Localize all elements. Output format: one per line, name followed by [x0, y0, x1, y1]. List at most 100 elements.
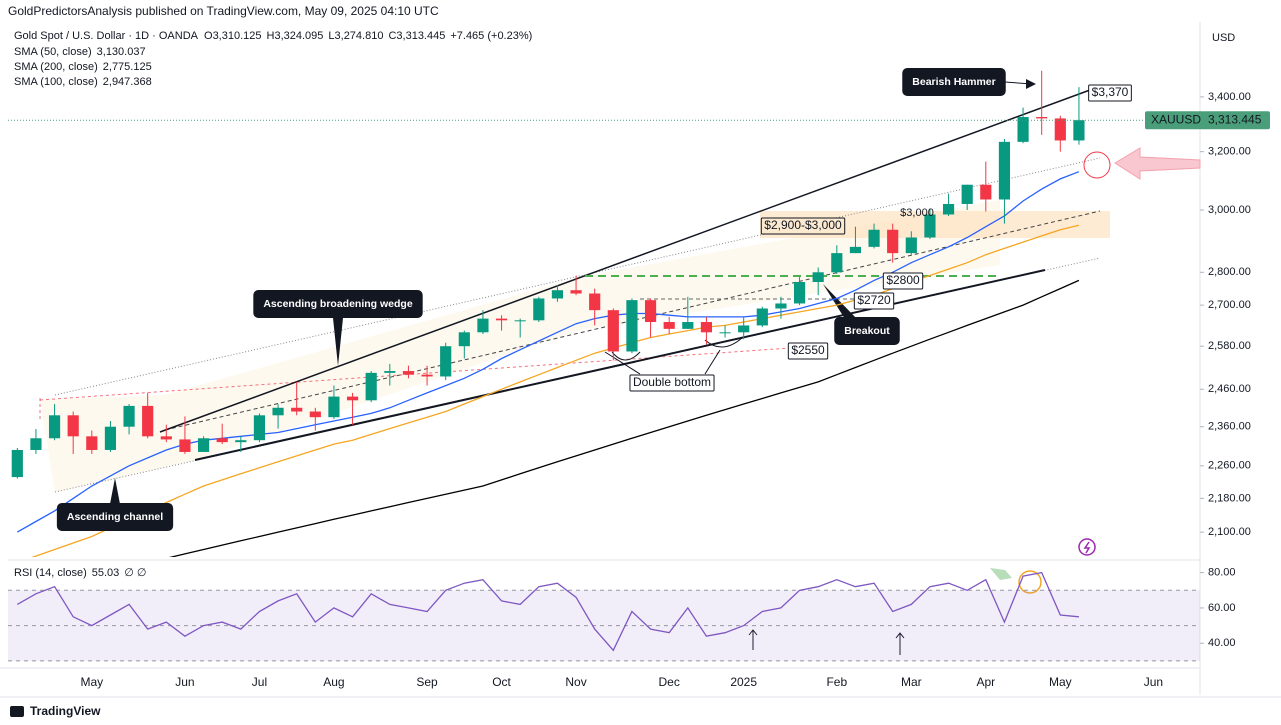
candle-body — [775, 303, 787, 309]
target-arrow — [1114, 147, 1201, 180]
annotation: Breakout — [844, 325, 890, 337]
candle-body — [328, 396, 340, 418]
y-tick-label: 2,800.00 — [1208, 266, 1251, 278]
candle-body — [924, 214, 936, 238]
annotation: $3,370 — [1092, 85, 1129, 99]
candle-body — [719, 332, 731, 334]
y-tick-label: 2,700.00 — [1208, 299, 1251, 311]
candle-body — [197, 438, 210, 452]
y-tick-label: 3,200.00 — [1208, 146, 1251, 158]
candle-body — [346, 396, 359, 401]
last-price-value: 3,313.445 — [1208, 112, 1262, 126]
candle-body — [961, 184, 973, 204]
change: +7.465 (+0.23%) — [450, 30, 532, 42]
candle-body — [440, 346, 452, 377]
candle-body — [1036, 117, 1048, 119]
candle-body — [104, 426, 117, 450]
annotation: Ascending broadening wedge — [263, 298, 413, 310]
drawings — [39, 79, 1201, 655]
x-tick-label: Feb — [826, 675, 847, 689]
candle-body — [998, 141, 1011, 200]
annotation-box — [1088, 84, 1132, 102]
annotation: Bearish Hammer — [912, 76, 995, 88]
y-tick-label: 2,580.00 — [1208, 340, 1251, 352]
price-pane — [11, 70, 1085, 557]
candle-body — [887, 229, 899, 254]
alert-icon — [1078, 538, 1096, 556]
pointer — [333, 318, 343, 366]
y-tick-label: 2,100.00 — [1208, 526, 1251, 538]
candle-body — [700, 322, 713, 333]
x-tick-label: Dec — [659, 675, 680, 689]
annotation: Ascending channel — [67, 511, 163, 523]
candle-body — [67, 415, 79, 437]
pointer — [823, 284, 857, 319]
double-bottom-curves — [611, 337, 743, 361]
wedge-fill — [40, 200, 1000, 492]
x-tick-label: May — [1049, 675, 1072, 689]
annotation: $2,900-$3,000 — [764, 218, 842, 232]
x-tick-label: Oct — [492, 675, 511, 689]
annotation-box — [629, 374, 715, 392]
pointer-head — [1026, 79, 1036, 89]
target-circle — [1083, 151, 1111, 179]
candle-body — [626, 300, 638, 352]
double-bottom-arrows — [604, 349, 721, 375]
footer-brand: TradingView — [30, 704, 101, 718]
sma-legend-value: 2,775.125 — [103, 61, 152, 73]
y-tick-label: 3,000.00 — [1208, 204, 1251, 216]
rsi-extra: ∅ ∅ — [124, 567, 146, 579]
rsi-pane — [16, 571, 1079, 652]
candle-body — [291, 407, 303, 412]
y-tick-label: 80.00 — [1208, 567, 1236, 579]
ohlc-label: L — [328, 30, 334, 42]
sma-legend: SMA (200, close) — [14, 61, 98, 73]
rsi-arrows — [748, 629, 905, 655]
ohlc-label: H — [267, 30, 275, 42]
candle-body — [831, 253, 843, 273]
candle-body — [11, 449, 23, 478]
y-tick-label: 40.00 — [1208, 637, 1236, 649]
annotation: Double bottom — [633, 375, 711, 389]
candle-body — [123, 405, 135, 427]
sma-line — [16, 171, 1080, 533]
x-tick-label: Sep — [416, 675, 438, 689]
candle-body — [272, 407, 284, 416]
ohlc-value: 3,324.095 — [274, 30, 323, 42]
annotation: $3,000 — [900, 207, 934, 219]
channel-mid — [164, 210, 1101, 431]
rsi-value: 55.03 — [92, 567, 120, 579]
candle-body — [1017, 117, 1029, 142]
ohlc-value: 3,274.810 — [335, 30, 384, 42]
ohlc-value: 3,310.125 — [213, 30, 262, 42]
annotation-box — [902, 68, 1006, 96]
x-tick-label: Jun — [175, 675, 194, 689]
y-tick-label: 2,180.00 — [1208, 492, 1251, 504]
candle-body — [477, 318, 489, 333]
candle-body — [384, 371, 396, 373]
x-tick-label: May — [80, 675, 103, 689]
candle-body — [1073, 120, 1085, 141]
y-tick-label: 2,260.00 — [1208, 460, 1251, 472]
x-tick-label: Aug — [323, 675, 344, 689]
candle-body — [868, 229, 880, 247]
candle-body — [30, 438, 42, 450]
currency: USD — [1212, 32, 1235, 44]
candle-body — [589, 293, 601, 311]
x-tick-label: Mar — [901, 675, 922, 689]
candle-body — [421, 374, 433, 377]
publisher: GoldPredictorsAnalysis published on Trad… — [8, 4, 439, 18]
candle-body — [756, 308, 768, 326]
candle-body — [1054, 118, 1066, 141]
ohlc-value: 3,313.445 — [396, 30, 445, 42]
y-tick-label: 2,460.00 — [1208, 383, 1251, 395]
sma-line — [168, 279, 1080, 557]
annotation-box — [56, 503, 174, 531]
candle-body — [849, 246, 862, 254]
candle-body — [980, 184, 992, 200]
annotation-box — [253, 290, 423, 318]
sma-legend: SMA (100, close) — [14, 76, 98, 88]
wedge-lower — [194, 269, 1046, 461]
